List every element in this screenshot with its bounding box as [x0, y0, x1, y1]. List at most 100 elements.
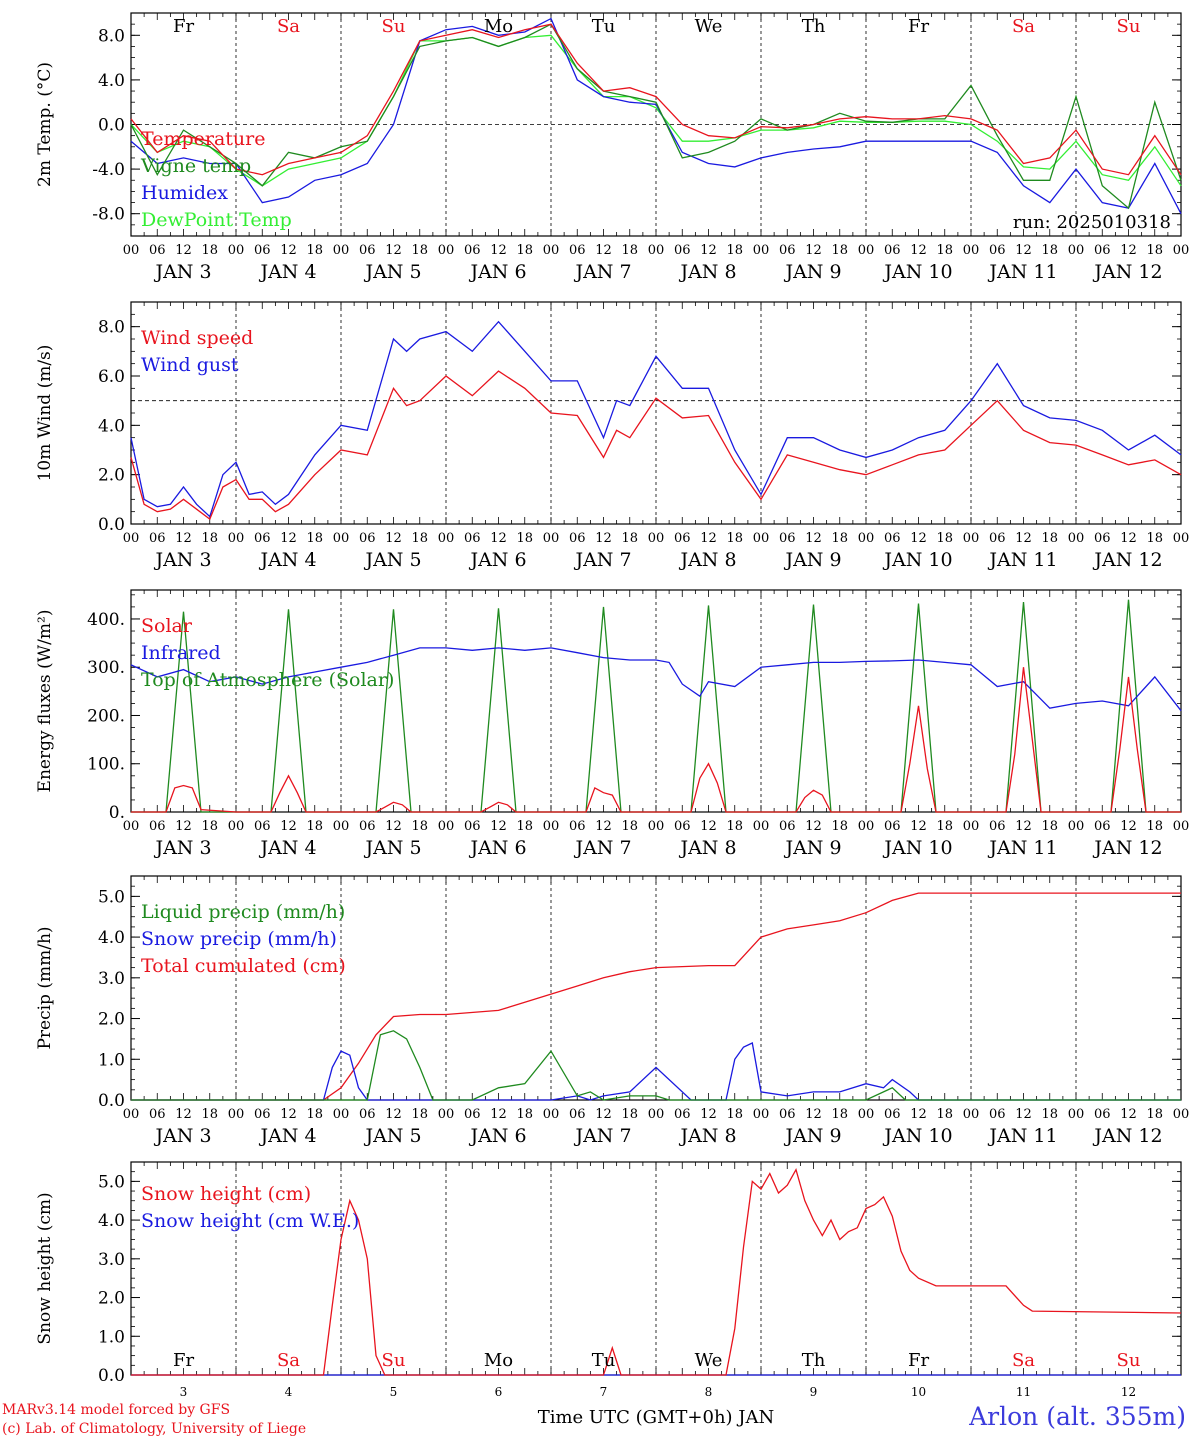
hour-label: 00 [1068, 1107, 1085, 1122]
hour-label: 00 [123, 819, 140, 834]
day-label: JAN 11 [987, 837, 1057, 859]
day-label: JAN 9 [783, 549, 841, 571]
legend-entry: Solar [141, 615, 193, 637]
day-label: JAN 3 [153, 261, 211, 283]
hour-label: 12 [700, 243, 717, 258]
y-tick-label: 8.0 [98, 26, 125, 46]
y-tick-label: 0.0 [98, 515, 125, 535]
hour-label: 18 [726, 819, 743, 834]
y-tick-label: 200. [87, 706, 125, 726]
hour-label: 12 [280, 243, 297, 258]
hour-label: 12 [700, 531, 717, 546]
hour-label: 12 [595, 243, 612, 258]
y-tick-label: 1.0 [98, 1050, 125, 1070]
hour-label: 18 [201, 243, 218, 258]
hour-label: 18 [621, 531, 638, 546]
hour-label: 18 [726, 243, 743, 258]
hour-label: 18 [1041, 819, 1058, 834]
legend-entry: Wind gust [141, 354, 239, 376]
hour-label: 00 [333, 1107, 350, 1122]
hour-label: 12 [805, 1107, 822, 1122]
panel-4: 0.0 1.0 2.0 3.0 4.0 5.0 Precip (mm/h) Liquid pr… [35, 875, 1189, 1147]
y-tick-label: 4.0 [98, 71, 125, 91]
y-tick-label: 8.0 [98, 318, 125, 338]
weekday-label: Tu [592, 1350, 616, 1371]
legend-entry: Wind speed [141, 327, 253, 349]
day-label: JAN 10 [882, 1125, 952, 1147]
weekday-label: Sa [277, 1350, 300, 1371]
legend-entry: Total cumulated (cm) [141, 955, 346, 977]
legend-entry: DewPoint Temp [141, 209, 292, 231]
y-tick-label: 4.0 [98, 1211, 125, 1231]
day-number-label: 7 [600, 1385, 608, 1399]
y-tick-label: 3.0 [98, 969, 125, 989]
hour-label: 06 [884, 1107, 901, 1122]
hour-label: 18 [516, 243, 533, 258]
hour-label: 06 [149, 243, 166, 258]
hour-label: 00 [333, 819, 350, 834]
legend-entry: Liquid precip (mm/h) [141, 901, 345, 923]
hour-label: 06 [779, 531, 796, 546]
hour-label: 00 [228, 243, 245, 258]
day-label: JAN 6 [468, 837, 526, 859]
day-label: JAN 5 [363, 261, 421, 283]
hour-label: 18 [306, 819, 323, 834]
hour-label: 00 [753, 1107, 770, 1122]
day-number-label: 11 [1016, 1385, 1031, 1399]
hour-label: 00 [648, 819, 665, 834]
day-number-label: 10 [911, 1385, 926, 1399]
day-number-label: 4 [285, 1385, 293, 1399]
series-line [130, 23, 1182, 176]
hour-label: 18 [936, 243, 953, 258]
hour-label: 06 [464, 243, 481, 258]
hour-label: 06 [989, 531, 1006, 546]
y-tick-label: 6.0 [98, 367, 125, 387]
weekday-label: Sa [1012, 1350, 1035, 1371]
day-label: JAN 6 [468, 261, 526, 283]
y-tick-label: 100. [87, 755, 125, 775]
hour-label: 00 [543, 243, 560, 258]
hour-label: 18 [1041, 243, 1058, 258]
weekday-label: Su [1117, 16, 1141, 37]
hour-label: 06 [464, 1107, 481, 1122]
day-label: JAN 6 [468, 549, 526, 571]
hour-label: 00 [438, 243, 455, 258]
y-tick-label: -8.0 [92, 205, 125, 225]
hour-label: 06 [1094, 1107, 1111, 1122]
weekday-label: Su [382, 1350, 406, 1371]
hour-label: 18 [1146, 531, 1163, 546]
hour-label: 06 [674, 1107, 691, 1122]
hour-label: 12 [385, 243, 402, 258]
hour-label: 18 [1146, 819, 1163, 834]
hour-label: 00 [648, 243, 665, 258]
credit-lab: (c) Lab. of Climatology, University of L… [2, 1421, 307, 1437]
hour-label: 18 [516, 819, 533, 834]
hour-label: 00 [753, 243, 770, 258]
hour-label: 00 [1068, 819, 1085, 834]
hour-label: 00 [963, 243, 980, 258]
hour-label: 18 [726, 531, 743, 546]
hour-label: 18 [621, 1107, 638, 1122]
hour-label: 12 [385, 819, 402, 834]
hour-label: 06 [884, 531, 901, 546]
hour-label: 00 [858, 1107, 875, 1122]
hour-label: 00 [543, 1107, 560, 1122]
weekday-label: Mo [484, 1350, 513, 1371]
panel-2: 0.0 2.0 4.0 6.0 8.0 10m Wind (m/s) Wind speed W… [35, 301, 1189, 571]
hour-label: 18 [516, 531, 533, 546]
hour-label: 00 [1068, 243, 1085, 258]
day-label: JAN 9 [783, 837, 841, 859]
y-tick-label: 5.0 [98, 1172, 125, 1192]
y-tick-label: 0.0 [98, 116, 125, 136]
y-tick-label: -4.0 [92, 160, 125, 180]
weekday-label: Th [802, 16, 826, 37]
hour-label: 00 [648, 531, 665, 546]
hour-label: 12 [385, 1107, 402, 1122]
hour-label: 06 [989, 819, 1006, 834]
hour-label: 00 [753, 819, 770, 834]
hour-label: 18 [831, 819, 848, 834]
hour-label: 00 [858, 819, 875, 834]
hour-label: 12 [490, 531, 507, 546]
hour-label: 00 [963, 819, 980, 834]
hour-label: 18 [306, 1107, 323, 1122]
